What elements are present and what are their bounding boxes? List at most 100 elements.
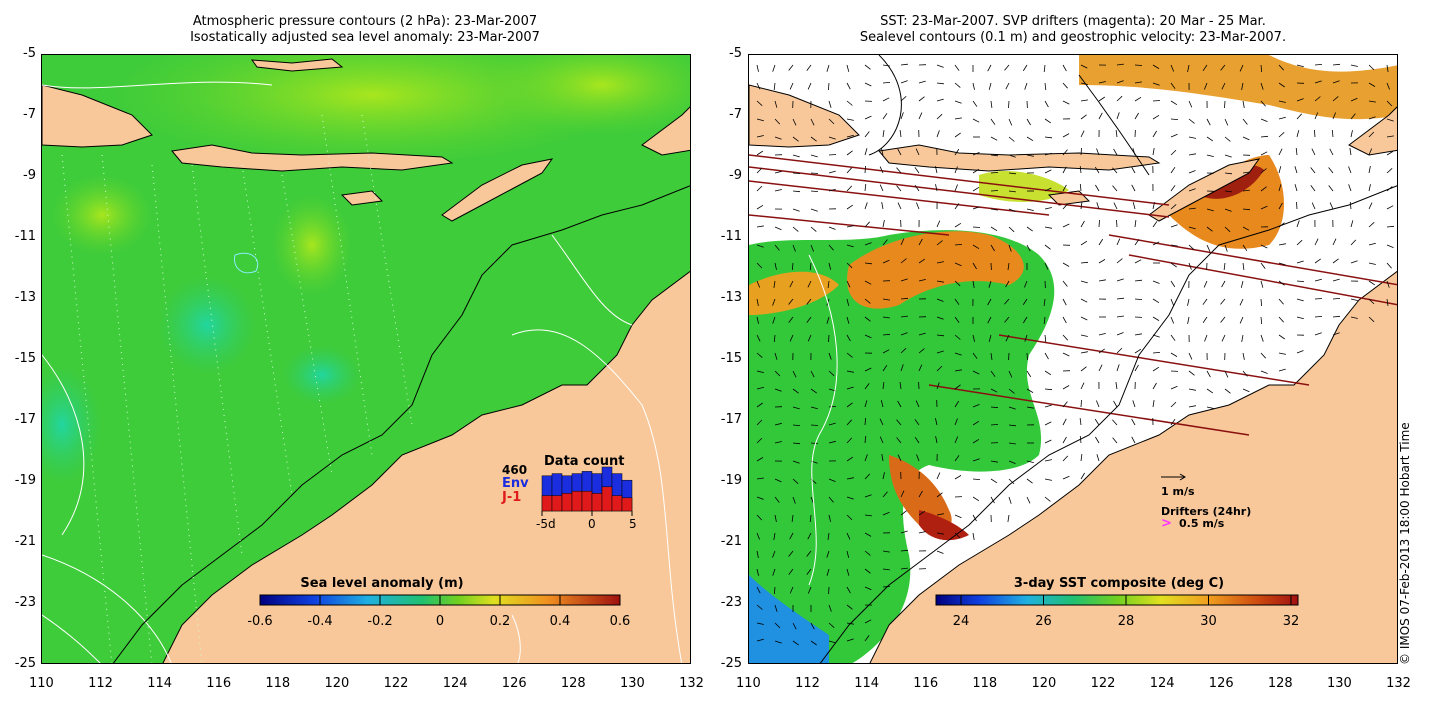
anomaly-high-center (272, 195, 352, 295)
velocity-arrow (1096, 148, 1100, 156)
velocity-arrow (1152, 100, 1161, 102)
velocity-arrow (1170, 204, 1177, 210)
velocity-arrow (1332, 96, 1339, 102)
velocity-arrow (789, 82, 794, 90)
velocity-arrow (774, 100, 778, 108)
velocity-arrow (756, 352, 763, 358)
velocity-arrow (774, 136, 782, 140)
lesser-sunda-islands (878, 144, 1161, 172)
velocity-arrow (1116, 95, 1123, 102)
pressure-contour (42, 81, 273, 89)
colorbar-tick-label: -0.2 (367, 614, 392, 629)
sst-green-region (749, 230, 1055, 663)
velocity-arrow (792, 136, 799, 142)
velocity-arrow (1112, 185, 1118, 192)
velocity-arrow (1314, 80, 1322, 84)
velocity-arrow (846, 352, 853, 358)
velocity-arrow (1242, 100, 1245, 108)
velocity-arrow (1098, 364, 1103, 372)
velocity-arrow (756, 204, 764, 210)
velocity-arrow (1350, 130, 1353, 138)
velocity-arrow (1131, 436, 1136, 444)
velocity-arrow (1314, 316, 1323, 318)
velocity-arrow (1080, 82, 1088, 85)
velocity-arrow (954, 436, 959, 444)
velocity-arrow (1349, 201, 1352, 210)
velocity-arrow (900, 364, 904, 372)
velocity-arrow (1350, 113, 1356, 120)
velocity-arrow (756, 604, 763, 610)
velocity-arrow (954, 117, 962, 120)
x-tick-label: 112 (88, 676, 113, 691)
velocity-arrow (1386, 82, 1390, 90)
left-colorbar-ticks: -0.6 -0.4 -0.2 0 0.2 0.4 0.6 (247, 595, 630, 629)
velocity-arrow (864, 635, 870, 642)
velocity-arrow (1022, 298, 1028, 306)
velocity-arrow (1188, 370, 1195, 376)
velocity-arrow (1206, 208, 1214, 212)
velocity-arrow (882, 220, 885, 228)
x-tick-label: 110 (29, 676, 54, 691)
velocity-arrow (1260, 244, 1268, 249)
colorbar-tick-label: 26 (1035, 614, 1052, 629)
velocity-arrow (864, 131, 870, 138)
velocity-arrow (792, 154, 800, 158)
velocity-arrow (1278, 243, 1286, 246)
velocity-arrow (990, 424, 999, 426)
velocity-arrow (792, 622, 797, 630)
velocity-arrow (789, 334, 794, 342)
velocity-arrow (828, 262, 832, 270)
velocity-arrow (1332, 80, 1340, 84)
velocity-arrow (1386, 64, 1389, 72)
velocity-arrow (1008, 100, 1010, 109)
velocity-arrow (882, 472, 885, 480)
velocity-arrow (880, 400, 884, 408)
anomaly-high-northeast (482, 55, 690, 135)
velocity-arrow (1115, 130, 1118, 138)
velocity-arrow (972, 186, 980, 192)
drifters-speed-label: 0.5 m/s (1179, 517, 1225, 530)
velocity-arrow (864, 550, 871, 556)
velocity-arrow (756, 419, 763, 426)
velocity-arrow (972, 82, 975, 90)
velocity-arrow (881, 202, 884, 210)
velocity-arrow (1080, 147, 1082, 156)
velocity-arrow (936, 220, 941, 228)
shelf-depth-contour (112, 185, 690, 663)
java-island (749, 84, 860, 148)
velocity-arrow (900, 347, 907, 354)
velocity-arrow (1188, 188, 1196, 192)
velocity-arrow (1044, 459, 1052, 462)
velocity-arrow (954, 64, 960, 71)
velocity-arrow (1152, 82, 1160, 86)
sst-colorbar (935, 594, 1299, 606)
velocity-arrow (1221, 334, 1226, 342)
velocity-arrow (954, 132, 961, 138)
drifters-label: Drifters (24hr) (1161, 505, 1251, 518)
velocity-arrow (1026, 388, 1034, 393)
velocity-arrow (846, 550, 850, 558)
velocity-arrow (810, 190, 819, 192)
x-tick-label: 114 (854, 676, 880, 691)
velocity-arrow (1329, 202, 1334, 210)
velocity-arrow (1278, 184, 1282, 192)
velocity-arrow (1242, 262, 1245, 270)
sst-warm-west (749, 271, 839, 315)
velocity-arrow (990, 244, 995, 252)
velocity-arrow (792, 244, 796, 252)
velocity-arrow (1044, 404, 1052, 408)
velocity-arrow (792, 388, 799, 394)
velocity-arrow (1368, 202, 1373, 210)
velocity-arrow (882, 349, 890, 354)
velocity-arrow (1314, 64, 1323, 66)
velocity-arrow (1152, 202, 1155, 210)
x-tick-label: 130 (620, 676, 645, 691)
velocity-arrow (864, 454, 868, 462)
velocity-arrow (972, 244, 980, 250)
velocity-arrow (882, 113, 888, 120)
velocity-arrow (1080, 130, 1085, 138)
left-colorbar-title: Sea level anomaly (m) (300, 576, 463, 591)
velocity-arrow (1098, 259, 1106, 264)
velocity-arrow (900, 258, 907, 264)
velocity-arrow (1206, 388, 1214, 394)
